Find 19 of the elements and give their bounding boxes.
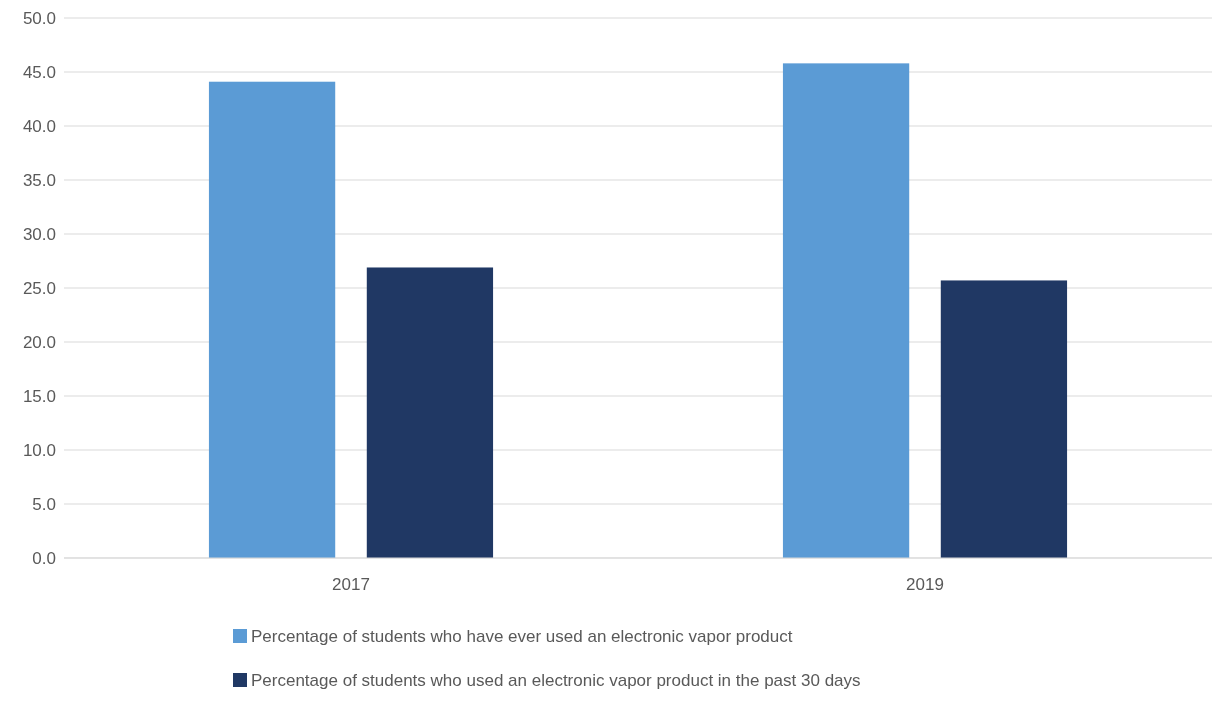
legend-label: Percentage of students who have ever used an electronic vapor product (251, 626, 793, 646)
y-tick-label: 20.0 (22, 332, 56, 352)
y-tick-label: 5.0 (32, 494, 56, 514)
x-tick-label: 2017 (332, 575, 370, 594)
y-tick-label: 50.0 (22, 8, 56, 28)
y-tick-label: 10.0 (22, 440, 56, 460)
y-tick-label: 40.0 (22, 116, 56, 136)
bar (366, 267, 494, 558)
bar (782, 63, 910, 558)
bar (940, 280, 1068, 558)
legend-label: Percentage of students who used an electronic vapor product in the past 30 days (251, 670, 861, 690)
y-tick-label: 0.0 (32, 548, 56, 568)
y-tick-label: 15.0 (22, 386, 56, 406)
y-tick-label: 30.0 (22, 224, 56, 244)
y-tick-label: 35.0 (22, 170, 56, 190)
y-tick-label: 25.0 (22, 278, 56, 298)
x-tick-label: 2019 (906, 575, 944, 594)
y-tick-label: 45.0 (22, 62, 56, 82)
bar (208, 81, 336, 558)
